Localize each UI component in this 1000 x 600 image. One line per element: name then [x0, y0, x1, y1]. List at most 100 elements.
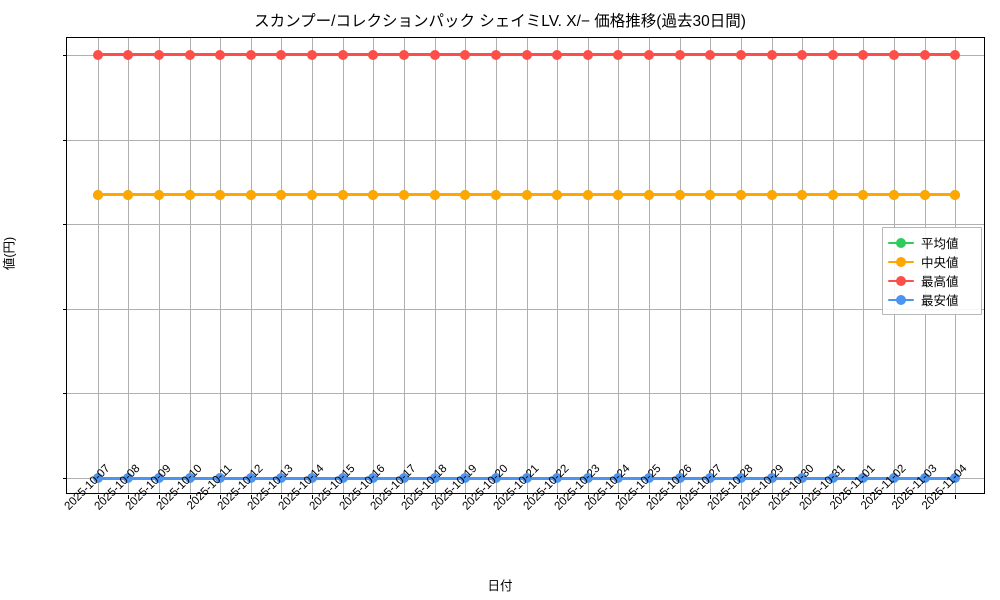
x-gridline: [587, 38, 589, 493]
series-line-segment: [495, 476, 527, 480]
legend-item-1[interactable]: 平均値: [883, 233, 981, 252]
series-line-segment: [312, 193, 343, 197]
series-line-segment: [373, 476, 404, 480]
data-point-marker: [919, 49, 930, 60]
data-point-marker: [429, 49, 440, 60]
data-point-marker: [797, 189, 808, 200]
series-line-segment: [618, 476, 650, 480]
data-point-marker: [123, 49, 134, 60]
series-line-segment: [587, 476, 619, 480]
data-point-marker: [858, 49, 869, 60]
data-point-marker: [827, 189, 838, 200]
series-line-segment: [373, 193, 404, 197]
data-point-marker: [950, 189, 961, 200]
x-gridline: [281, 38, 283, 493]
legend-label: 最高値: [921, 275, 959, 289]
data-point-marker: [184, 49, 195, 60]
y-axis-tick: [63, 393, 67, 395]
x-gridline: [250, 38, 252, 493]
series-line-segment: [495, 193, 527, 197]
legend-label: 最安値: [921, 294, 959, 308]
series-line-segment: [97, 193, 129, 197]
series-line-segment: [373, 53, 404, 57]
data-point-marker: [705, 189, 716, 200]
series-line-segment: [618, 193, 650, 197]
series-4: [67, 38, 984, 493]
y-axis-tick: [63, 139, 67, 141]
series-line-segment: [679, 53, 711, 57]
x-gridline: [403, 38, 405, 493]
data-point-marker: [398, 189, 409, 200]
series-line-segment: [403, 476, 435, 480]
data-point-marker: [245, 49, 256, 60]
y-gridline: [67, 393, 984, 395]
series-line-segment: [465, 53, 496, 57]
series-line-segment: [250, 476, 282, 480]
data-point-marker: [705, 473, 716, 484]
data-point-marker: [827, 473, 838, 484]
x-axis-tick: [679, 495, 681, 499]
x-gridline: [526, 38, 528, 493]
series-line-segment: [587, 193, 619, 197]
series-line-segment: [802, 476, 833, 480]
data-point-marker: [245, 473, 256, 484]
data-point-marker: [184, 189, 195, 200]
data-point-marker: [276, 189, 287, 200]
data-point-marker: [644, 189, 655, 200]
series-line-segment: [526, 193, 558, 197]
series-line-segment: [97, 53, 129, 57]
series-line-segment: [679, 476, 711, 480]
series-line-segment: [832, 53, 864, 57]
series-line-segment: [403, 53, 435, 57]
series-line-segment: [342, 53, 374, 57]
data-point-marker: [889, 473, 900, 484]
x-gridline: [97, 38, 99, 493]
data-point-marker: [490, 473, 501, 484]
series-line-segment: [710, 193, 741, 197]
x-axis-tick: [832, 495, 834, 499]
data-point-marker: [92, 473, 103, 484]
x-gridline: [557, 38, 559, 493]
data-point-marker: [705, 49, 716, 60]
series-line-segment: [740, 193, 772, 197]
series-line-segment: [250, 193, 282, 197]
data-point-marker: [307, 473, 318, 484]
data-point-marker: [337, 189, 348, 200]
series-line-segment: [434, 476, 466, 480]
data-point-marker: [490, 49, 501, 60]
x-gridline: [434, 38, 436, 493]
data-point-marker: [337, 473, 348, 484]
legend-item-2[interactable]: 中央値: [883, 252, 981, 271]
data-point-marker: [735, 189, 746, 200]
x-gridline: [863, 38, 865, 493]
data-point-marker: [460, 189, 471, 200]
series-line-segment: [802, 193, 833, 197]
data-point-marker: [307, 189, 318, 200]
x-axis-label: 日付: [487, 579, 513, 593]
series-line-segment: [312, 476, 343, 480]
x-axis-tick: [128, 495, 130, 499]
series-line-segment: [434, 53, 466, 57]
y-gridline: [67, 224, 984, 226]
data-point-marker: [552, 49, 563, 60]
x-gridline: [158, 38, 160, 493]
data-point-marker: [950, 473, 961, 484]
x-gridline: [189, 38, 191, 493]
series-line-segment: [526, 53, 558, 57]
legend-item-4[interactable]: 最安値: [883, 290, 981, 309]
legend-swatch-icon: [888, 237, 914, 249]
series-line-segment: [710, 476, 741, 480]
series-line-segment: [618, 53, 650, 57]
data-point-marker: [429, 189, 440, 200]
legend-item-3[interactable]: 最高値: [883, 271, 981, 290]
series-line-segment: [771, 476, 803, 480]
series-line-segment: [189, 53, 221, 57]
x-gridline: [771, 38, 773, 493]
chart-legend: 平均値 中央値最高値最安値: [882, 227, 982, 315]
series-line-segment: [679, 193, 711, 197]
data-point-marker: [368, 189, 379, 200]
data-point-marker: [460, 49, 471, 60]
plot-area: [63, 37, 985, 499]
series-line-segment: [250, 53, 282, 57]
